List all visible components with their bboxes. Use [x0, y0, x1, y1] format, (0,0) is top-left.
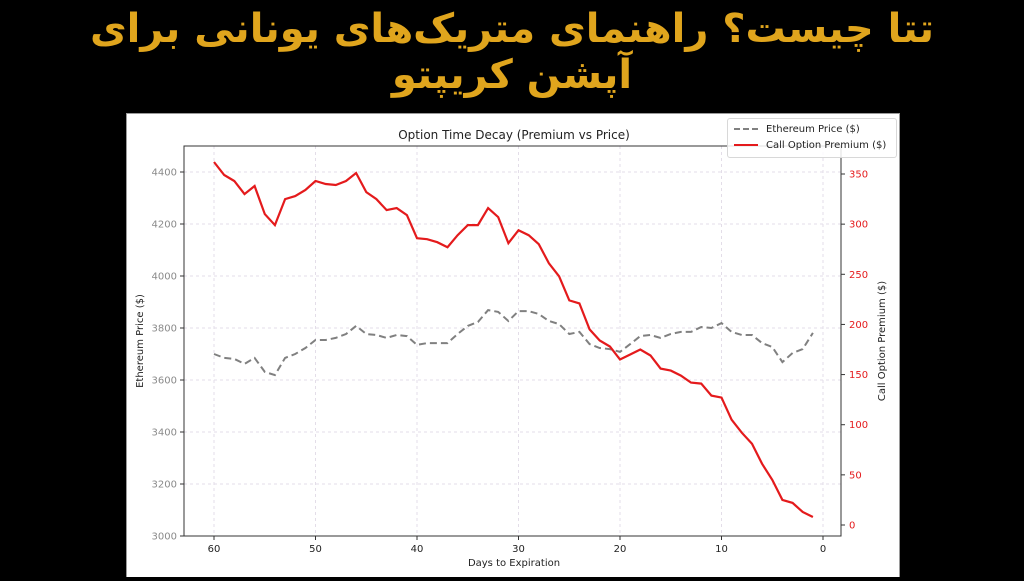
- right-tick-label: 200: [849, 320, 868, 331]
- x-axis: 60 50 40 30 20 10 0: [208, 536, 826, 555]
- left-y-axis: 4400 4200 4000 3800 3600 3400 3200 3000: [152, 168, 184, 543]
- chart-canvas: Option Time Decay (Premium vs Price) 440…: [135, 128, 888, 569]
- left-tick-label: 4200: [152, 220, 177, 231]
- right-tick-label: 50: [849, 470, 862, 481]
- call-premium-line: [213, 161, 814, 518]
- x-axis-label: Days to Expiration: [468, 558, 560, 569]
- x-tick-label: 40: [411, 544, 424, 555]
- chart-figure: Option Time Decay (Premium vs Price) 440…: [126, 113, 900, 577]
- dashed-line-swatch-icon: [734, 128, 758, 130]
- left-tick-label: 3400: [152, 428, 177, 439]
- left-y-axis-label: Ethereum Price ($): [135, 294, 146, 388]
- solid-line-swatch-icon: [734, 144, 758, 146]
- x-tick-label: 30: [512, 544, 525, 555]
- right-tick-label: 100: [849, 420, 868, 431]
- right-tick-label: 250: [849, 270, 868, 281]
- left-tick-label: 4000: [152, 272, 177, 283]
- headline-line-1: تتا چیست؟ راهنمای متریک‌های یونانی برای: [90, 6, 934, 52]
- right-y-axis-label: Call Option Premium ($): [877, 281, 888, 401]
- chart-legend: Ethereum Price ($) Call Option Premium (…: [727, 118, 897, 158]
- x-tick-label: 50: [309, 544, 322, 555]
- x-tick-label: 60: [208, 544, 221, 555]
- x-tick-label: 20: [614, 544, 627, 555]
- legend-item-price: Ethereum Price ($): [734, 122, 860, 136]
- legend-label-premium: Call Option Premium ($): [766, 139, 887, 151]
- legend-label-price: Ethereum Price ($): [766, 123, 860, 135]
- left-tick-label: 3200: [152, 480, 177, 491]
- right-tick-label: 350: [849, 170, 868, 181]
- right-y-axis: 350 300 250 200 150 100 50 0: [841, 170, 868, 532]
- chart-title: Option Time Decay (Premium vs Price): [398, 128, 630, 142]
- x-tick-label: 10: [715, 544, 728, 555]
- left-tick-label: 3800: [152, 324, 177, 335]
- x-tick-label: 0: [820, 544, 826, 555]
- ethereum-price-line: [213, 309, 814, 377]
- right-tick-label: 150: [849, 370, 868, 381]
- headline-line-2: آپشن کریپتو: [391, 52, 633, 98]
- left-tick-label: 3000: [152, 532, 177, 543]
- headline: تتا چیست؟ راهنمای متریک‌های یونانی برای …: [0, 6, 1024, 98]
- right-tick-label: 0: [849, 521, 855, 532]
- left-tick-label: 3600: [152, 376, 177, 387]
- right-tick-label: 300: [849, 220, 868, 231]
- left-tick-label: 4400: [152, 168, 177, 179]
- legend-item-premium: Call Option Premium ($): [734, 138, 886, 152]
- plot-frame: [183, 145, 842, 537]
